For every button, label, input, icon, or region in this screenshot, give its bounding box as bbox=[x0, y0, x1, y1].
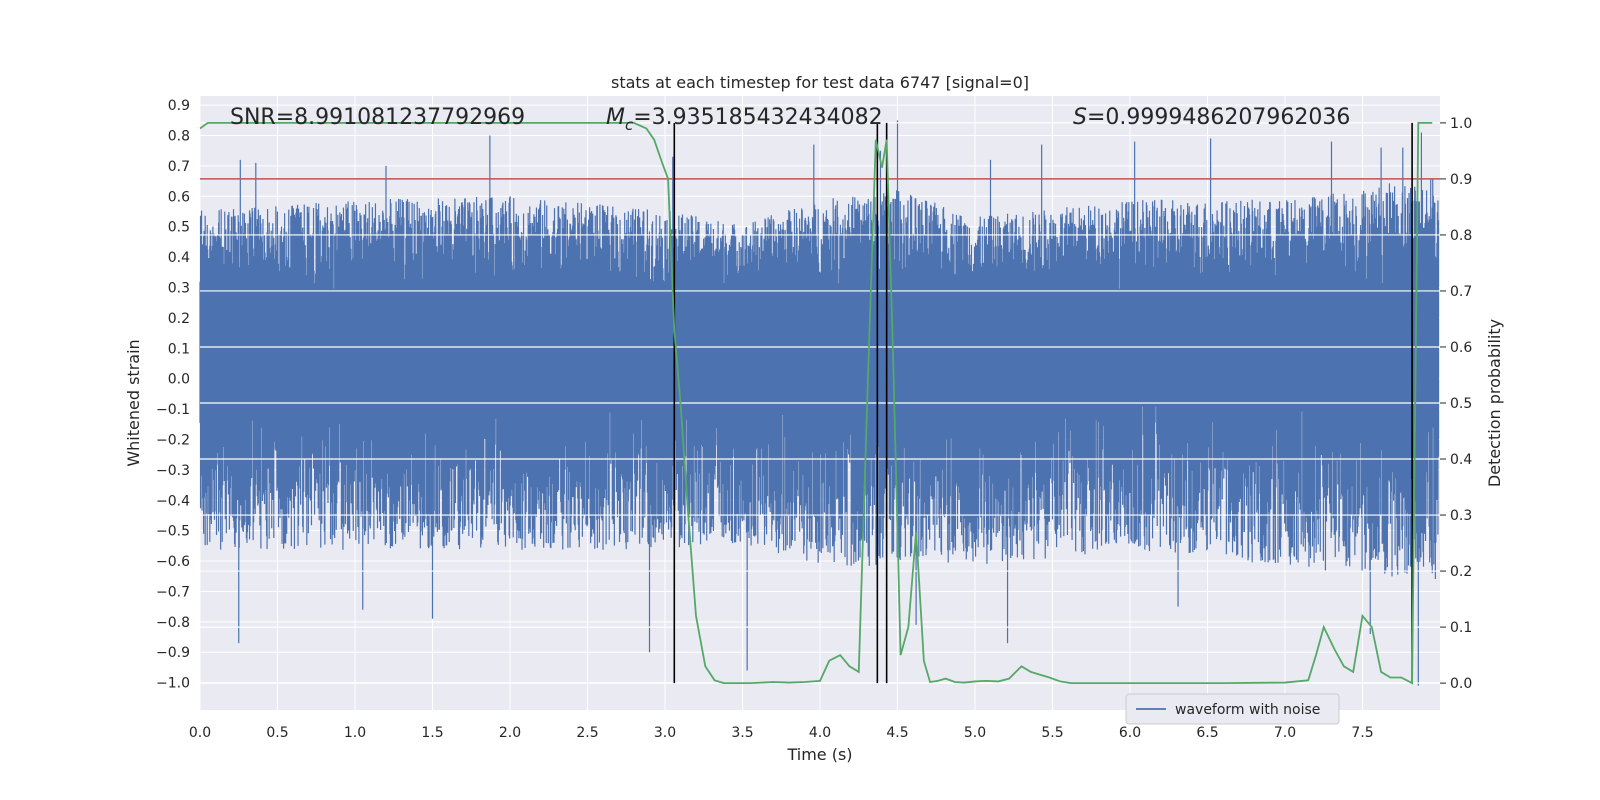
x-tick-label: 1.0 bbox=[344, 725, 366, 741]
y-tick-label: −0.3 bbox=[156, 463, 190, 479]
y-tick-label: 0.9 bbox=[168, 98, 190, 114]
y-tick-label: 0.7 bbox=[168, 159, 190, 175]
y2-axis-label: Detection probability bbox=[1485, 319, 1504, 487]
y2-tick-label: 0.3 bbox=[1450, 508, 1472, 524]
probability-line bbox=[199, 121, 1433, 685]
y-tick-label: −0.8 bbox=[156, 615, 190, 631]
y2-tick-label: 0.8 bbox=[1450, 228, 1472, 244]
y2-tick-label: 0.0 bbox=[1450, 676, 1472, 692]
y-tick-label: 0.8 bbox=[168, 129, 190, 145]
y-axis-label: Whitened strain bbox=[124, 339, 143, 466]
x-tick-label: 0.5 bbox=[266, 725, 288, 741]
mc-subscript: c bbox=[625, 116, 634, 134]
snr-annotation: SNR=8.991081237792969 bbox=[230, 105, 525, 130]
x-tick-label: 1.5 bbox=[421, 725, 443, 741]
y2-tick-label: 0.1 bbox=[1450, 620, 1472, 636]
y-tick-label: 0.0 bbox=[168, 372, 190, 388]
x-tick-label: 7.5 bbox=[1351, 725, 1373, 741]
y-tick-label: −1.0 bbox=[156, 676, 190, 692]
x-tick-label: 7.0 bbox=[1274, 725, 1296, 741]
y-tick-label: −0.2 bbox=[156, 432, 190, 448]
y-tick-label: −0.9 bbox=[156, 645, 190, 661]
s-value: =0.9999486207962036 bbox=[1087, 105, 1350, 130]
x-tick-label: 2.5 bbox=[576, 725, 598, 741]
y2-tick-label: 0.7 bbox=[1450, 284, 1472, 300]
y-tick-label: 0.6 bbox=[168, 189, 190, 205]
probability-series bbox=[199, 121, 1433, 685]
chart-title: stats at each timestep for test data 674… bbox=[611, 73, 1029, 92]
mc-value: =3.935185432434082 bbox=[633, 105, 882, 130]
x-tick-label: 4.0 bbox=[809, 725, 831, 741]
x-tick-label: 4.5 bbox=[886, 725, 908, 741]
y-tick-label: 0.5 bbox=[168, 220, 190, 236]
x-tick-label: 5.5 bbox=[1041, 725, 1063, 741]
y-tick-label: 0.2 bbox=[168, 311, 190, 327]
y-tick-label: −0.5 bbox=[156, 524, 190, 540]
y-axis-ticks: 0.9 0.8 0.7 0.6 0.5 0.4 0.3 0.2 0.1 0.0 −0.1 −0.2 −0… bbox=[156, 98, 190, 692]
legend-label: waveform with noise bbox=[1175, 702, 1320, 718]
x-tick-label: 0.0 bbox=[189, 725, 211, 741]
x-tick-label: 5.0 bbox=[964, 725, 986, 741]
y-tick-label: −0.7 bbox=[156, 584, 190, 600]
x-axis-label: Time (s) bbox=[786, 745, 852, 764]
x-tick-label: 6.5 bbox=[1196, 725, 1218, 741]
y-tick-label: −0.6 bbox=[156, 554, 190, 570]
y-tick-label: −0.4 bbox=[156, 493, 190, 509]
s-annotation: S=0.9999486207962036 bbox=[1073, 105, 1350, 130]
x-tick-label: 2.0 bbox=[499, 725, 521, 741]
y-tick-label: 0.1 bbox=[168, 341, 190, 357]
s-symbol: S bbox=[1073, 105, 1087, 130]
y2-axis-ticks: 1.0 0.9 0.8 0.7 0.6 0.5 0.4 0.3 0.2 0.1 0.0 bbox=[1440, 116, 1472, 692]
y-tick-label: 0.4 bbox=[168, 250, 190, 266]
x-axis-ticks: 0.0 0.5 1.0 1.5 2.0 2.5 3.0 3.5 4.0 4.5 5.0 5.5 6.0 6… bbox=[189, 725, 1374, 741]
y2-tick-label: 0.5 bbox=[1450, 396, 1472, 412]
x-tick-label: 3.5 bbox=[731, 725, 753, 741]
legend: waveform with noise bbox=[1125, 693, 1340, 725]
legend-box bbox=[1125, 693, 1340, 725]
y-tick-label: 0.3 bbox=[168, 280, 190, 296]
y2-tick-label: 0.9 bbox=[1450, 172, 1472, 188]
mc-symbol: M bbox=[606, 105, 625, 130]
x-tick-label: 3.0 bbox=[654, 725, 676, 741]
y2-tick-label: 0.4 bbox=[1450, 452, 1472, 468]
x-tick-label: 6.0 bbox=[1119, 725, 1141, 741]
vertical-markers bbox=[673, 122, 1413, 684]
y-tick-label: −0.1 bbox=[156, 402, 190, 418]
y2-tick-label: 1.0 bbox=[1450, 116, 1472, 132]
y2-tick-label: 0.6 bbox=[1450, 340, 1472, 356]
chirp-mass-annotation: Mc=3.935185432434082 bbox=[606, 105, 883, 134]
y2-tick-label: 0.2 bbox=[1450, 564, 1472, 580]
